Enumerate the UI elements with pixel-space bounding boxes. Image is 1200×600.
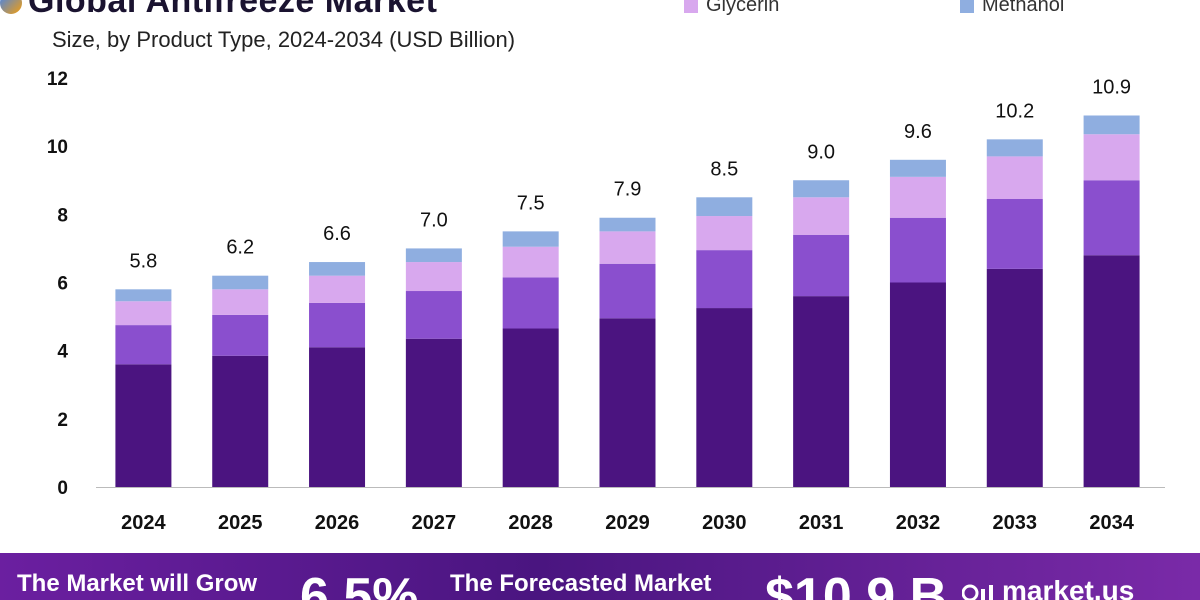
- bar-total-label: 10.9: [1092, 76, 1131, 98]
- bar-segment-methanol: [696, 197, 753, 217]
- bar-segment-methanol: [986, 139, 1043, 157]
- bar-segment-methanol: [405, 248, 462, 263]
- bar-total-label: 5.8: [130, 250, 158, 272]
- bar-segment-segment-2: [309, 302, 366, 348]
- bar-segment-glycerin: [405, 262, 462, 292]
- bar-segment-segment-1: [405, 338, 462, 487]
- y-tick-label: 12: [47, 69, 68, 90]
- legend-item-glycerin: Glycerin: [684, 0, 779, 17]
- legend-label-glycerin: Glycerin: [706, 0, 780, 16]
- bar-segment-segment-2: [599, 263, 656, 319]
- footer-cagr-value: 6.5%: [300, 568, 419, 600]
- bar-segment-segment-1: [502, 328, 559, 487]
- bar-segment-glycerin: [1083, 134, 1140, 181]
- x-tick-label: 2032: [896, 512, 941, 534]
- bar-segment-segment-1: [986, 268, 1043, 487]
- bar-total-label: 8.5: [710, 158, 738, 180]
- x-tick-label: 2030: [702, 512, 747, 534]
- y-tick-label: 6: [57, 274, 68, 295]
- chart-subtitle: Size, by Product Type, 2024-2034 (USD Bi…: [52, 27, 516, 52]
- bar-segment-segment-2: [793, 234, 850, 297]
- bar-segment-segment-1: [212, 355, 269, 487]
- bar-segment-glycerin: [502, 246, 559, 278]
- bar-segment-segment-1: [1083, 255, 1140, 487]
- bar-segment-glycerin: [212, 289, 269, 315]
- bar-total-label: 6.6: [323, 223, 351, 245]
- x-tick-label: 2024: [121, 512, 166, 534]
- bar-segment-segment-2: [1083, 180, 1140, 256]
- legend-swatch-glycerin: [684, 0, 698, 13]
- x-tick-label: 2026: [315, 512, 360, 534]
- bar-total-label: 10.2: [995, 100, 1034, 122]
- bar-segment-methanol: [599, 217, 656, 232]
- bar-segment-glycerin: [599, 231, 656, 264]
- bar-segment-segment-1: [696, 308, 753, 487]
- legend-label-methanol: Methanol: [982, 0, 1065, 16]
- bar-total-label: 7.5: [517, 192, 545, 214]
- chart-title-text: Global Antifreeze Market: [28, 0, 438, 20]
- bar-segment-glycerin: [986, 156, 1043, 199]
- bar-total-label: 9.0: [807, 141, 835, 163]
- bar-segment-segment-2: [889, 217, 946, 283]
- y-tick-label: 4: [57, 342, 68, 363]
- x-tick-label: 2027: [412, 512, 457, 534]
- bar-segment-methanol: [793, 180, 850, 198]
- y-tick-label: 10: [47, 137, 68, 158]
- brand-logo-icon: [962, 584, 993, 600]
- bar-segment-segment-2: [986, 198, 1043, 269]
- bar-segment-segment-1: [115, 364, 172, 487]
- bar-segment-methanol: [309, 262, 366, 276]
- legend-swatch-methanol: [960, 0, 974, 13]
- bar-segment-segment-1: [599, 318, 656, 487]
- bar-segment-segment-1: [793, 296, 850, 487]
- y-tick-label: 8: [57, 205, 68, 226]
- x-tick-label: 2031: [799, 512, 844, 534]
- footer-brand: market.us: [1002, 575, 1135, 600]
- bar-segment-segment-2: [696, 250, 753, 309]
- bar-total-label: 9.6: [904, 121, 932, 143]
- bar-segment-methanol: [1083, 115, 1140, 135]
- bar-segment-methanol: [889, 159, 946, 177]
- x-tick-label: 2029: [605, 512, 650, 534]
- footer-grow-label: The Market will Grow: [17, 570, 258, 597]
- y-tick-label: 2: [57, 410, 68, 431]
- chart-title: Global Antifreeze Market: [0, 0, 437, 21]
- x-tick-label: 2025: [218, 512, 263, 534]
- bar-segment-glycerin: [793, 197, 850, 235]
- x-tick-label: 2034: [1089, 512, 1134, 534]
- bar-segment-segment-2: [405, 291, 462, 339]
- bar-total-label: 7.9: [614, 179, 642, 201]
- footer-forecast-label: The Forecasted Market: [450, 570, 712, 597]
- bar-total-label: 6.2: [226, 237, 254, 259]
- bar-segment-segment-1: [889, 282, 946, 487]
- legend-item-methanol: Methanol: [960, 0, 1064, 17]
- bar-total-label: 7.0: [420, 209, 448, 231]
- bar-segment-glycerin: [309, 275, 366, 303]
- bar-segment-segment-2: [115, 325, 172, 365]
- globe-icon: [0, 0, 22, 15]
- bar-segment-glycerin: [115, 301, 172, 326]
- bar-segment-glycerin: [696, 216, 753, 251]
- bar-segment-segment-2: [212, 314, 269, 356]
- stacked-bar-chart: 0 2 4 6 8 10 12 5.8 2024 6.2 2025 6.6 2026 7.0 2027 7.5…: [47, 69, 1165, 534]
- y-tick-label: 0: [57, 478, 68, 499]
- bar-segment-methanol: [115, 289, 172, 302]
- footer-banner: The Market will Grow 6.5% The Forecasted…: [0, 553, 1200, 600]
- bar-segment-segment-2: [502, 277, 559, 329]
- x-tick-label: 2028: [508, 512, 553, 534]
- footer-forecast-value: $10.9 B: [765, 568, 948, 600]
- bar-segment-glycerin: [889, 176, 946, 218]
- bar-segment-methanol: [212, 275, 269, 290]
- bar-segment-segment-1: [309, 347, 366, 487]
- bar-segment-methanol: [502, 231, 559, 247]
- x-tick-label: 2033: [993, 512, 1038, 534]
